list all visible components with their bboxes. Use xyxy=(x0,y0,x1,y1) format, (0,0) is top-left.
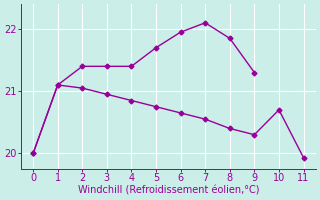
X-axis label: Windchill (Refroidissement éolien,°C): Windchill (Refroidissement éolien,°C) xyxy=(77,186,259,196)
